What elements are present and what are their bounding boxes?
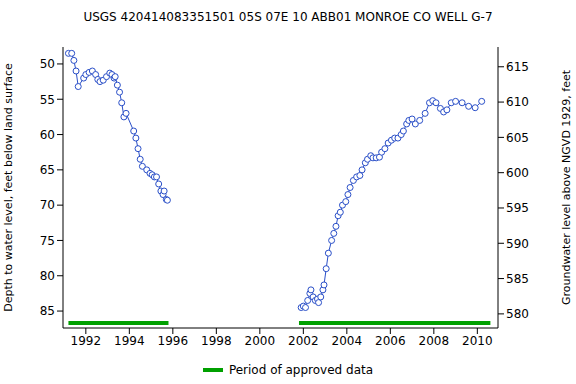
svg-text:580: 580	[506, 307, 529, 321]
svg-text:585: 585	[506, 272, 529, 286]
svg-text:2004: 2004	[332, 334, 363, 348]
svg-text:55: 55	[40, 93, 55, 107]
svg-text:595: 595	[506, 201, 529, 215]
svg-text:75: 75	[40, 234, 55, 248]
svg-text:600: 600	[506, 166, 529, 180]
svg-text:70: 70	[40, 198, 55, 212]
svg-text:1998: 1998	[201, 334, 232, 348]
html-text:Period of approved data: Period of approved data	[228, 363, 374, 377]
html-text:USGS 420414083351501 05S 07E 1: USGS 420414083351501 05S 07E 10 ABB01 MO…	[83, 10, 493, 24]
svg-text:80: 80	[40, 269, 55, 283]
svg-text:2008: 2008	[419, 334, 450, 348]
svg-text:610: 610	[506, 95, 529, 109]
svg-text:605: 605	[506, 131, 529, 145]
svg-text:1992: 1992	[71, 334, 102, 348]
svg-text:85: 85	[40, 304, 55, 318]
svg-text:1994: 1994	[114, 334, 145, 348]
svg-text:60: 60	[40, 128, 55, 142]
svg-text:2010: 2010	[462, 334, 493, 348]
svg-text:Groundwater level above NGVD 1: Groundwater level above NGVD 1929, feet	[560, 69, 568, 305]
svg-text:2000: 2000	[245, 334, 276, 348]
svg-text:590: 590	[506, 237, 529, 251]
svg-text:1996: 1996	[158, 334, 189, 348]
svg-text:615: 615	[506, 60, 529, 74]
svg-text:2006: 2006	[375, 334, 406, 348]
svg-text:2002: 2002	[288, 334, 319, 348]
svg-text:Depth to water level, feet bel: Depth to water level, feet below land su…	[8, 63, 15, 312]
svg-text:65: 65	[40, 163, 55, 177]
svg-text:50: 50	[40, 57, 55, 71]
